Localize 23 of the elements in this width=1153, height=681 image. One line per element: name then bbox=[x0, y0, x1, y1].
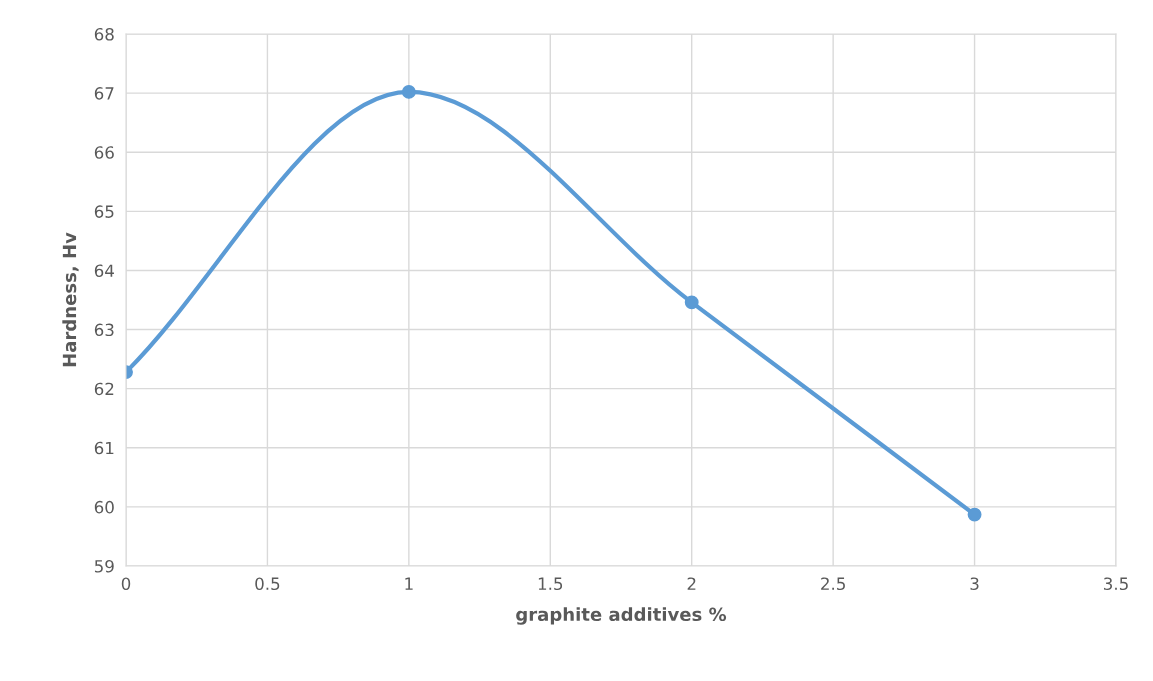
x-tick-label: 0 bbox=[121, 577, 131, 591]
y-tick-label: 62 bbox=[94, 382, 114, 396]
point bbox=[967, 507, 982, 522]
y-tick-label: 67 bbox=[94, 87, 114, 100]
y-tick-label: 64 bbox=[94, 264, 114, 278]
y-tick-label: 59 bbox=[94, 559, 114, 573]
x-tick-label: 1.5 bbox=[538, 577, 563, 591]
y-axis-title: Hardness, Hv bbox=[62, 232, 79, 367]
y-tick-label: 60 bbox=[94, 500, 114, 514]
x-tick-label: 2.5 bbox=[821, 577, 845, 591]
point bbox=[684, 295, 699, 310]
x-axis-title: graphite additives % bbox=[516, 607, 727, 625]
y-tick-label: 66 bbox=[94, 146, 114, 159]
y-tick-label: 63 bbox=[94, 323, 114, 337]
y-tick-label: 61 bbox=[94, 441, 114, 455]
x-tick-label: 3.5 bbox=[1104, 577, 1128, 591]
x-tick-label: 2 bbox=[687, 577, 696, 590]
y-tick-label: 68 bbox=[94, 27, 114, 41]
x-tick-label: 0.5 bbox=[255, 577, 280, 591]
x-tick-label: 1 bbox=[405, 577, 413, 590]
x-tick-label: 3 bbox=[970, 577, 979, 591]
point bbox=[401, 84, 416, 99]
y-tick-label: 65 bbox=[94, 205, 114, 218]
